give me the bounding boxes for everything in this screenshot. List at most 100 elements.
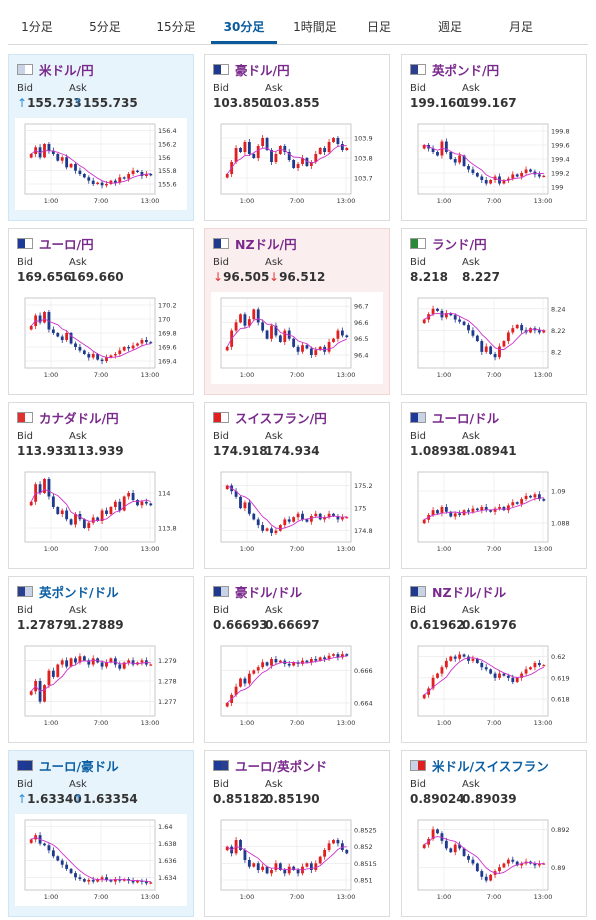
currency-card[interactable]: NZドル/ドル Bid Ask 0.61962 0.61976 0.62 0.619 0.61…: [401, 576, 587, 743]
candle-body: [283, 146, 287, 152]
currency-card[interactable]: ユーロ/ドル Bid Ask 1.08938 1.08941 1.09 1.088 1:00 7…: [401, 402, 587, 569]
bid-label: Bid: [17, 779, 33, 790]
price-chart[interactable]: 156.4 156.2 156 155.8 155.6 1:00 7:00 13:00: [15, 118, 187, 210]
candle-body: [29, 326, 33, 330]
price-chart[interactable]: 175.2 175 174.8 1:00 7:00 13:00: [211, 466, 383, 558]
x-tick-label: 1:00: [44, 197, 59, 205]
ask-price: 1.08941: [462, 444, 517, 458]
candle-body: [56, 333, 60, 337]
candle-body: [332, 654, 335, 656]
candle-body: [327, 843, 331, 850]
candle-body: [332, 840, 335, 844]
pair-title[interactable]: ランド/円: [432, 237, 487, 252]
candle-body: [511, 174, 515, 179]
currency-card[interactable]: 豪ドル/円 Bid Ask 103.850 103.855 103.9 103.8 103.7…: [204, 54, 390, 221]
tab-15分足[interactable]: 15分足: [156, 20, 196, 34]
price-chart[interactable]: 114 113.8 1:00 7:00 13:00: [15, 466, 187, 558]
price-chart[interactable]: 0.8525 0.852 0.8515 0.851 1:00 7:00 13:00: [211, 814, 383, 906]
candle-body: [471, 169, 475, 173]
currency-card[interactable]: ユーロ/豪ドル Bid Ask ↑1.63340 ↑1.63354 1.64 1.638 1.…: [8, 750, 194, 917]
pair-title[interactable]: NZドル/円: [235, 237, 297, 252]
price-chart[interactable]: 96.7 96.6 96.5 96.4 1:00 7:00 13:00: [211, 292, 383, 384]
candle-body: [65, 333, 69, 340]
candle-body: [301, 660, 304, 664]
tab-5分足[interactable]: 5分足: [89, 20, 121, 34]
pair-title[interactable]: カナダドル/円: [39, 411, 119, 426]
pair-title[interactable]: 豪ドル/ドル: [235, 585, 303, 600]
currency-card[interactable]: 英ポンド/ドル Bid Ask 1.27879 1.27889 1.279 1.278 1.2…: [8, 576, 194, 743]
currency-card[interactable]: ユーロ/円 Bid Ask 169.656 169.660 170.2 170 169.8 16…: [8, 228, 194, 395]
ask-price: 103.855: [265, 96, 320, 110]
price-chart[interactable]: 199.8 199.6 199.4 199.2 199 1:00 7:00 13:00: [408, 118, 580, 210]
tab-1時間足[interactable]: 1時間足: [293, 20, 337, 34]
ask-label: Ask: [265, 779, 283, 790]
candle-body: [475, 863, 479, 872]
candle-body: [136, 500, 139, 506]
candle-body: [431, 677, 435, 689]
currency-card[interactable]: NZドル/円 Bid Ask ↓96.505 ↓96.512 96.7 96.6 96.5 96…: [204, 228, 390, 395]
tab-日足[interactable]: 日足: [366, 20, 391, 34]
candle-body: [467, 510, 470, 512]
candle-body: [292, 160, 296, 168]
price-chart[interactable]: 0.666 0.664 1:00 7:00 13:00: [211, 640, 383, 732]
candle-body: [422, 519, 426, 524]
tab-1分足[interactable]: 1分足: [21, 20, 53, 34]
price-chart[interactable]: 170.2 170 169.8 169.6 169.4 1:00 7:00 13:00: [15, 292, 187, 384]
candle-body: [318, 148, 322, 154]
price-chart[interactable]: 8.24 8.22 8.2 1:00 7:00 13:00: [408, 292, 580, 384]
pair-title[interactable]: スイスフラン/円: [235, 411, 327, 426]
candle-body: [243, 850, 247, 860]
pair-title[interactable]: 米ドル/円: [39, 63, 94, 78]
pair-title[interactable]: ユーロ/豪ドル: [39, 759, 119, 774]
pair-title[interactable]: 米ドル/スイスフラン: [432, 759, 549, 774]
x-tick-label: 13:00: [141, 371, 160, 379]
candle-body: [323, 657, 327, 660]
price-chart[interactable]: 1.64 1.638 1.636 1.634 1:00 7:00 13:00: [15, 814, 187, 906]
tab-30分足[interactable]: 30分足: [211, 10, 277, 44]
bid-price: 1.63340: [27, 792, 82, 806]
currency-card[interactable]: スイスフラン/円 Bid Ask 174.918 174.934 175.2 175 174.…: [204, 402, 390, 569]
price-chart[interactable]: 1.09 1.088 1:00 7:00 13:00: [408, 466, 580, 558]
candlestick-chart: 103.9 103.8 103.7 1:00 7:00 13:00: [220, 123, 373, 205]
currency-card[interactable]: ユーロ/英ポンド Bid Ask 0.85182 0.85190 0.8525 0.852 0…: [204, 750, 390, 917]
candle-body: [118, 501, 122, 511]
pair-title[interactable]: ユーロ/円: [39, 237, 94, 252]
currency-card[interactable]: ランド/円 Bid Ask 8.218 8.227 8.24 8.22 8.2 1:00 7:00…: [401, 228, 587, 395]
moving-average-line: [423, 497, 544, 521]
ask-value: 103.855: [265, 96, 320, 110]
candle-body: [336, 654, 340, 658]
price-chart[interactable]: 0.892 0.89 1:00 7:00 13:00: [408, 814, 580, 906]
currency-card[interactable]: カナダドル/円 Bid Ask 113.933 113.939 114 113.8 1:00 7…: [8, 402, 194, 569]
candle-body: [462, 155, 466, 166]
currency-card[interactable]: 英ポンド/円 Bid Ask 199.160 199.167 199.8 199.6 199.…: [401, 54, 587, 221]
pair-title[interactable]: NZドル/ドル: [432, 585, 507, 600]
currency-card[interactable]: 米ドル/スイスフラン Bid Ask 0.89024 0.89039 0.892 0.89 1…: [401, 750, 587, 917]
candle-body: [309, 516, 313, 522]
price-chart[interactable]: 0.62 0.619 0.618 1:00 7:00 13:00: [408, 640, 580, 732]
tab-週足[interactable]: 週足: [437, 20, 462, 34]
candle-body: [436, 308, 439, 311]
pair-title[interactable]: ユーロ/ドル: [432, 411, 500, 426]
ask-value: 1.08941: [462, 444, 517, 458]
y-tick-label: 199: [551, 184, 563, 192]
candle-body: [69, 658, 73, 667]
candle-body: [100, 359, 104, 361]
candle-body: [252, 309, 256, 320]
pair-title[interactable]: ユーロ/英ポンド: [235, 759, 328, 774]
candle-body: [29, 501, 33, 506]
pair-title[interactable]: 豪ドル/円: [235, 63, 290, 78]
plot-frame: [24, 471, 156, 543]
y-tick-label: 155.6: [158, 181, 177, 189]
flag-icon: [213, 238, 229, 249]
price-chart[interactable]: 1.279 1.278 1.277 1:00 7:00 13:00: [15, 640, 187, 732]
currency-card[interactable]: 豪ドル/ドル Bid Ask 0.66693 0.66697 0.666 0.664 1:00…: [204, 576, 390, 743]
y-tick-label: 0.666: [354, 667, 373, 675]
candle-body: [296, 870, 300, 874]
currency-card[interactable]: 米ドル/円 Bid Ask ↑155.733 ↑155.735 156.4 156.2 156…: [8, 54, 194, 221]
candle-body: [131, 880, 135, 883]
price-chart[interactable]: 103.9 103.8 103.7 1:00 7:00 13:00: [211, 118, 383, 210]
pair-title[interactable]: 英ポンド/ドル: [39, 585, 119, 600]
candlestick-chart: 0.892 0.89 1:00 7:00 13:00: [417, 819, 570, 901]
tab-月足[interactable]: 月足: [508, 20, 533, 34]
pair-title[interactable]: 英ポンド/円: [432, 63, 500, 78]
